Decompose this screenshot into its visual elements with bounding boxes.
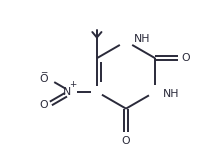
Text: −: − [40,67,48,76]
Text: +: + [69,80,77,89]
Text: NH: NH [163,89,179,99]
Text: O: O [122,136,130,146]
Text: N: N [63,87,71,97]
Text: O: O [182,53,190,63]
Text: NH: NH [134,34,150,44]
Text: O: O [39,100,48,110]
Text: O: O [39,74,48,84]
